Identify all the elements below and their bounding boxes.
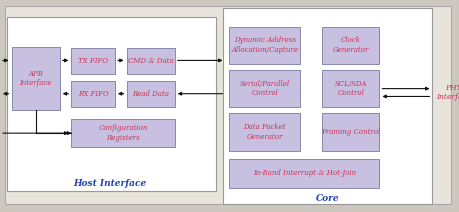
Text: In-Band Interrupt & Hot-Join: In-Band Interrupt & Hot-Join xyxy=(252,169,355,177)
Text: PHY
Interface: PHY Interface xyxy=(435,84,459,101)
Bar xyxy=(126,48,174,74)
Bar xyxy=(321,70,379,107)
Text: APB
Interface: APB Interface xyxy=(19,70,52,87)
Text: Clock
Generator: Clock Generator xyxy=(332,36,368,54)
Bar xyxy=(126,81,174,107)
Bar xyxy=(7,17,216,191)
Text: Data Packet
Generator: Data Packet Generator xyxy=(243,123,285,141)
Text: TX FIFO: TX FIFO xyxy=(78,57,108,65)
Bar xyxy=(229,70,300,107)
Bar xyxy=(11,47,60,110)
Text: Dynamic Address
Allocation/Capture: Dynamic Address Allocation/Capture xyxy=(231,36,297,54)
Bar xyxy=(71,119,174,147)
Bar xyxy=(229,113,300,151)
Text: Read Data: Read Data xyxy=(132,90,169,98)
Bar xyxy=(229,26,300,64)
Bar xyxy=(229,159,379,188)
Bar xyxy=(223,8,431,204)
Text: Core: Core xyxy=(315,194,339,203)
Bar xyxy=(71,81,115,107)
Text: RX FIFO: RX FIFO xyxy=(78,90,108,98)
Bar xyxy=(71,48,115,74)
Bar xyxy=(321,113,379,151)
Bar xyxy=(321,26,379,64)
Text: SCL/SDA
Control: SCL/SDA Control xyxy=(334,80,366,97)
Text: CMD & Data: CMD & Data xyxy=(128,57,173,65)
Text: Host Interface: Host Interface xyxy=(73,179,146,188)
Text: Framing Control: Framing Control xyxy=(320,128,380,136)
Text: Configuration
Registers: Configuration Registers xyxy=(98,124,147,142)
Text: Serial/Parallel
Control: Serial/Parallel Control xyxy=(239,80,289,97)
